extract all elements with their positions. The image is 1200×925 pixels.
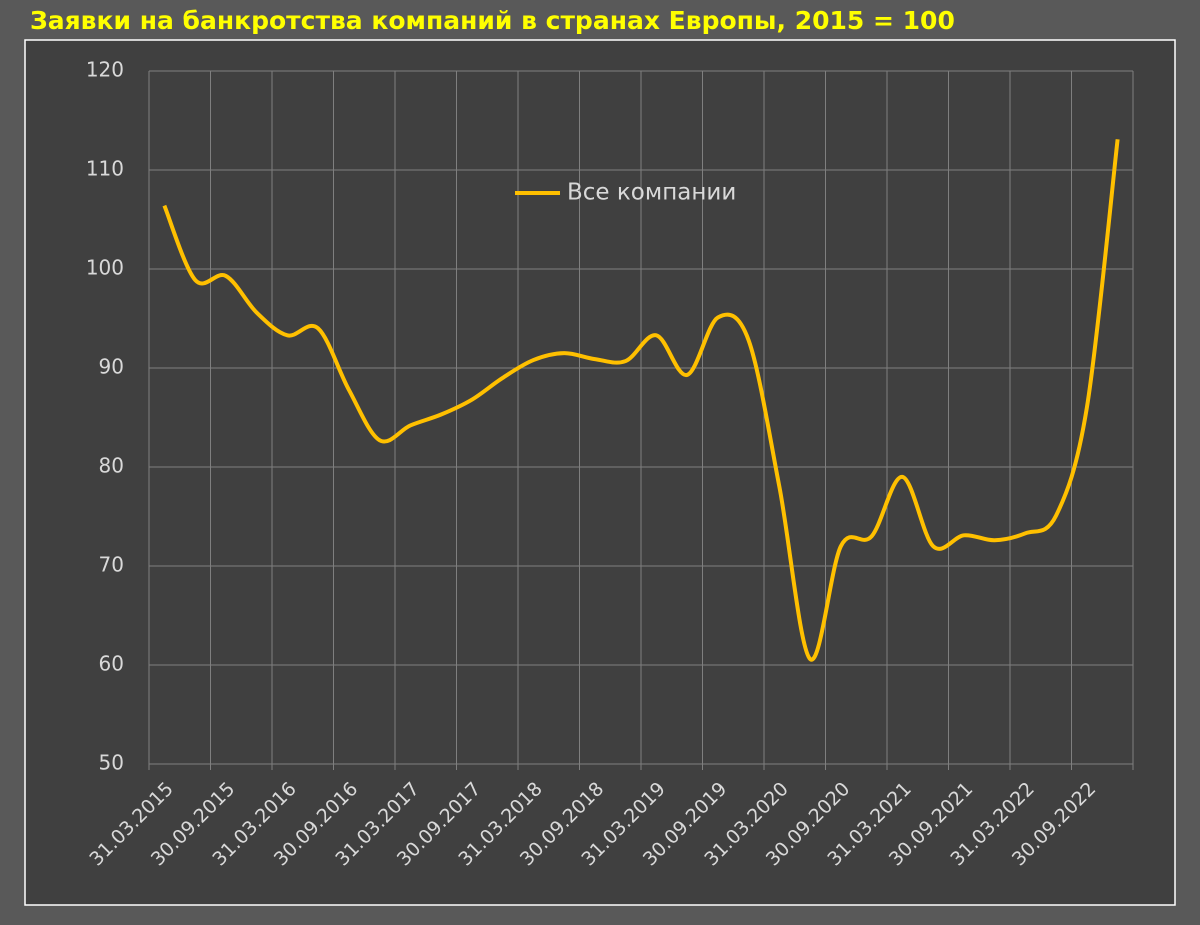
y-tick-label: 60 bbox=[99, 652, 124, 676]
data-line bbox=[162, 139, 1120, 662]
y-tick-label: 110 bbox=[86, 157, 124, 181]
y-tick-label: 90 bbox=[99, 355, 124, 379]
legend-label: Все компании bbox=[567, 180, 736, 206]
y-tick-label: 70 bbox=[99, 553, 124, 577]
chart-area bbox=[24, 39, 1176, 906]
y-tick-label: 120 bbox=[86, 58, 124, 82]
y-tick-label: 100 bbox=[86, 256, 124, 280]
y-tick-label: 80 bbox=[99, 454, 124, 478]
y-tick-label: 50 bbox=[99, 751, 124, 775]
chart-title: Заявки на банкротства компаний в странах… bbox=[30, 6, 955, 35]
